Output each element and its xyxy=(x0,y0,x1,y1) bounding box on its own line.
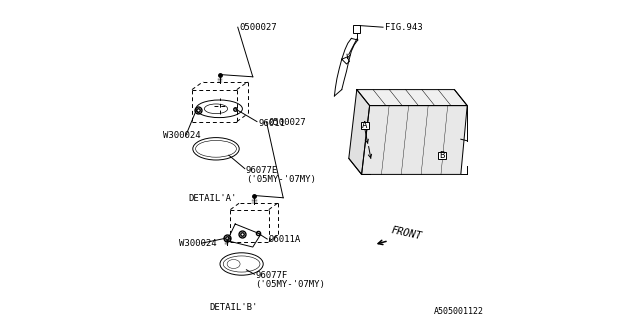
Text: DETAIL'B': DETAIL'B' xyxy=(210,303,258,312)
FancyBboxPatch shape xyxy=(438,152,447,159)
Text: W300024: W300024 xyxy=(163,132,201,140)
Text: 0500027: 0500027 xyxy=(268,118,306,127)
Text: 96011A: 96011A xyxy=(269,236,301,244)
Text: 96077F: 96077F xyxy=(255,271,287,280)
Text: ('05MY-'07MY): ('05MY-'07MY) xyxy=(246,175,316,184)
Text: FRONT: FRONT xyxy=(390,225,423,242)
Text: FIG.943: FIG.943 xyxy=(385,23,422,32)
Text: W300024: W300024 xyxy=(179,239,217,248)
Text: 0500027: 0500027 xyxy=(239,23,277,32)
Text: DETAIL'A': DETAIL'A' xyxy=(189,194,237,203)
Polygon shape xyxy=(362,106,467,174)
Text: 96077E: 96077E xyxy=(246,166,278,175)
Text: 96011: 96011 xyxy=(259,119,285,128)
Text: ('05MY-'07MY): ('05MY-'07MY) xyxy=(255,280,325,289)
Polygon shape xyxy=(349,90,370,174)
Polygon shape xyxy=(357,90,467,106)
Text: B: B xyxy=(440,151,445,160)
FancyBboxPatch shape xyxy=(361,122,369,129)
Text: A505001122: A505001122 xyxy=(434,308,484,316)
Text: A: A xyxy=(362,121,367,130)
